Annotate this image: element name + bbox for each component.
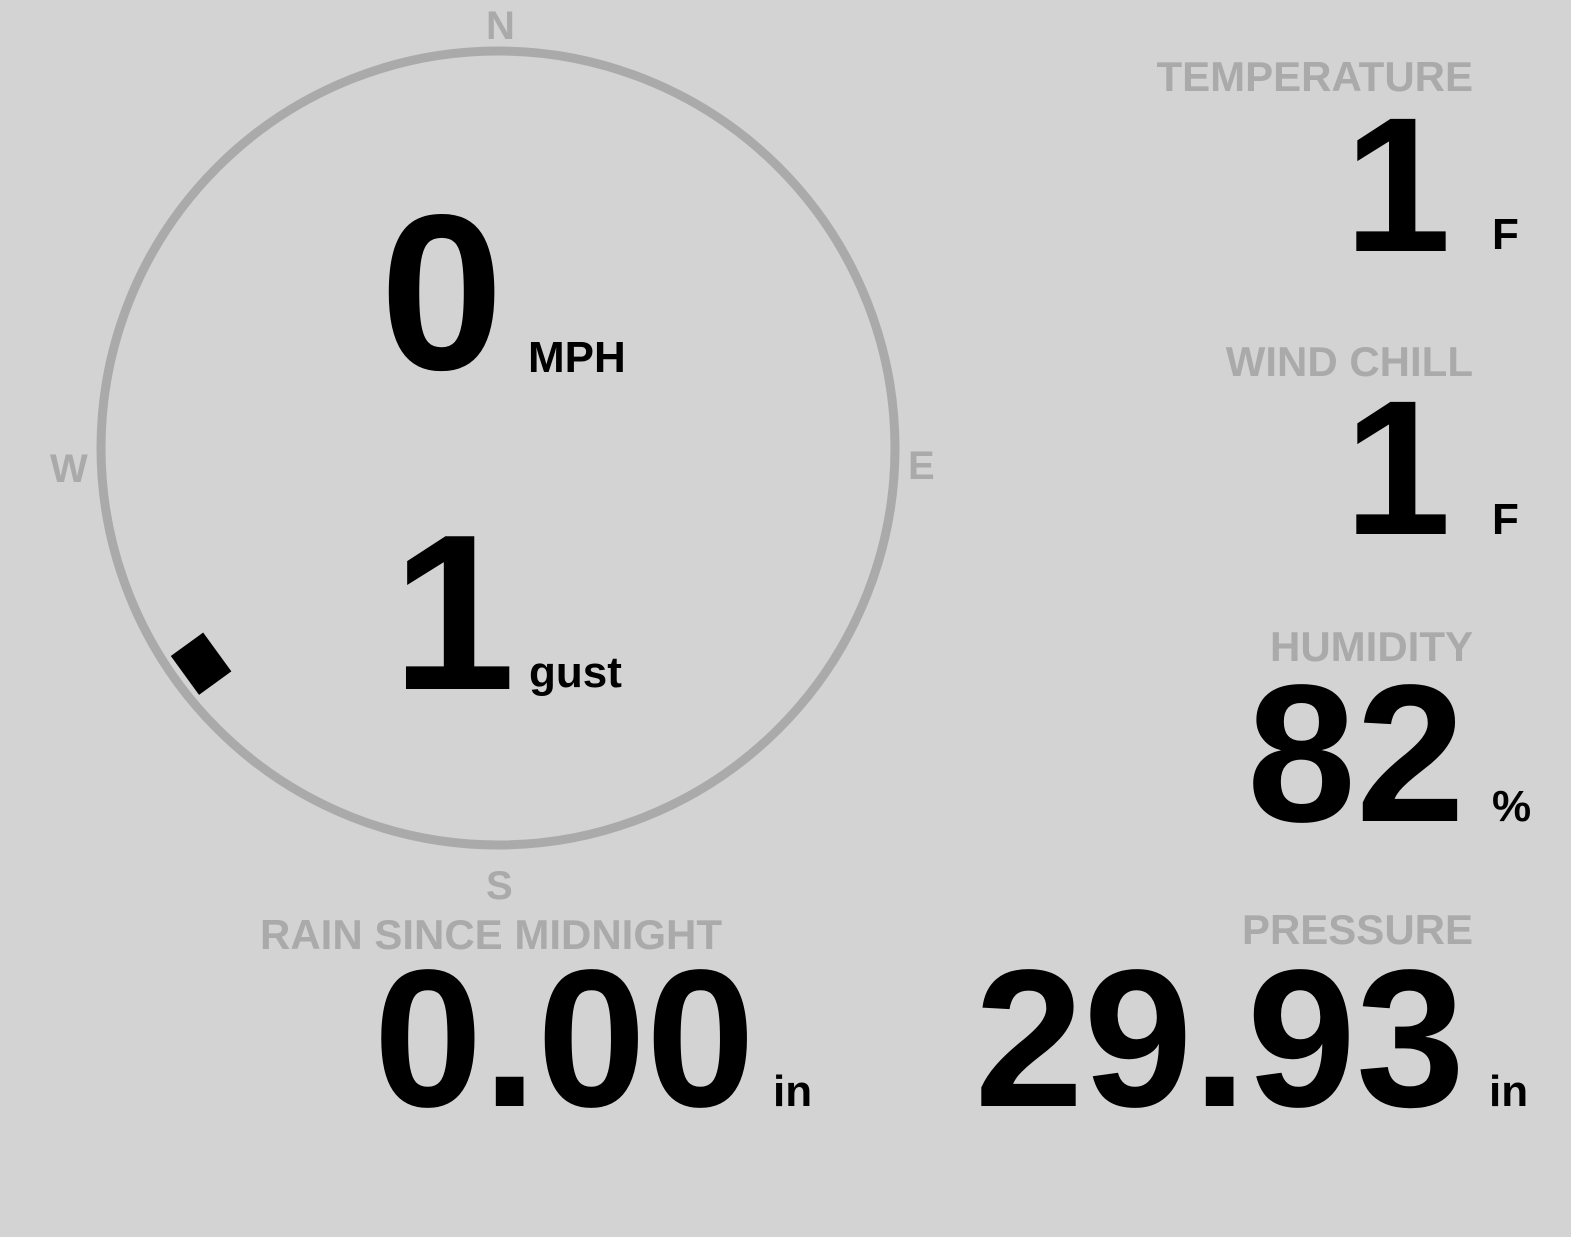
temperature-unit: F	[1492, 210, 1519, 259]
compass-circle	[96, 46, 900, 850]
compass-south-label: S	[486, 864, 513, 908]
wind-chill-value: 1	[1344, 360, 1451, 575]
pressure-label: PRESSURE	[1241, 906, 1473, 953]
temperature-value: 1	[1344, 77, 1451, 292]
pressure-value: 29.93	[974, 929, 1465, 1148]
pressure-unit: in	[1489, 1067, 1529, 1116]
wind-chill-label: WIND CHILL	[1225, 338, 1473, 385]
humidity-label: HUMIDITY	[1270, 623, 1473, 670]
rain-value: 0.00	[373, 929, 755, 1148]
rain-label: RAIN SINCE MIDNIGHT	[260, 911, 722, 958]
compass-north-label: N	[486, 4, 515, 48]
wind-speed-value: 0	[380, 169, 504, 417]
temperature-label: TEMPERATURE	[1156, 53, 1473, 100]
gust-value: 1	[392, 489, 516, 737]
humidity-value: 82	[1246, 644, 1465, 863]
gust-unit: gust	[529, 648, 622, 697]
compass-west-label: W	[50, 447, 88, 491]
compass-east-label: E	[908, 444, 935, 488]
wind-chill-unit: F	[1492, 495, 1519, 544]
wind-speed-unit: MPH	[528, 333, 626, 382]
humidity-unit: %	[1492, 782, 1532, 831]
rain-unit: in	[773, 1067, 813, 1116]
wind-direction-marker	[170, 632, 232, 695]
